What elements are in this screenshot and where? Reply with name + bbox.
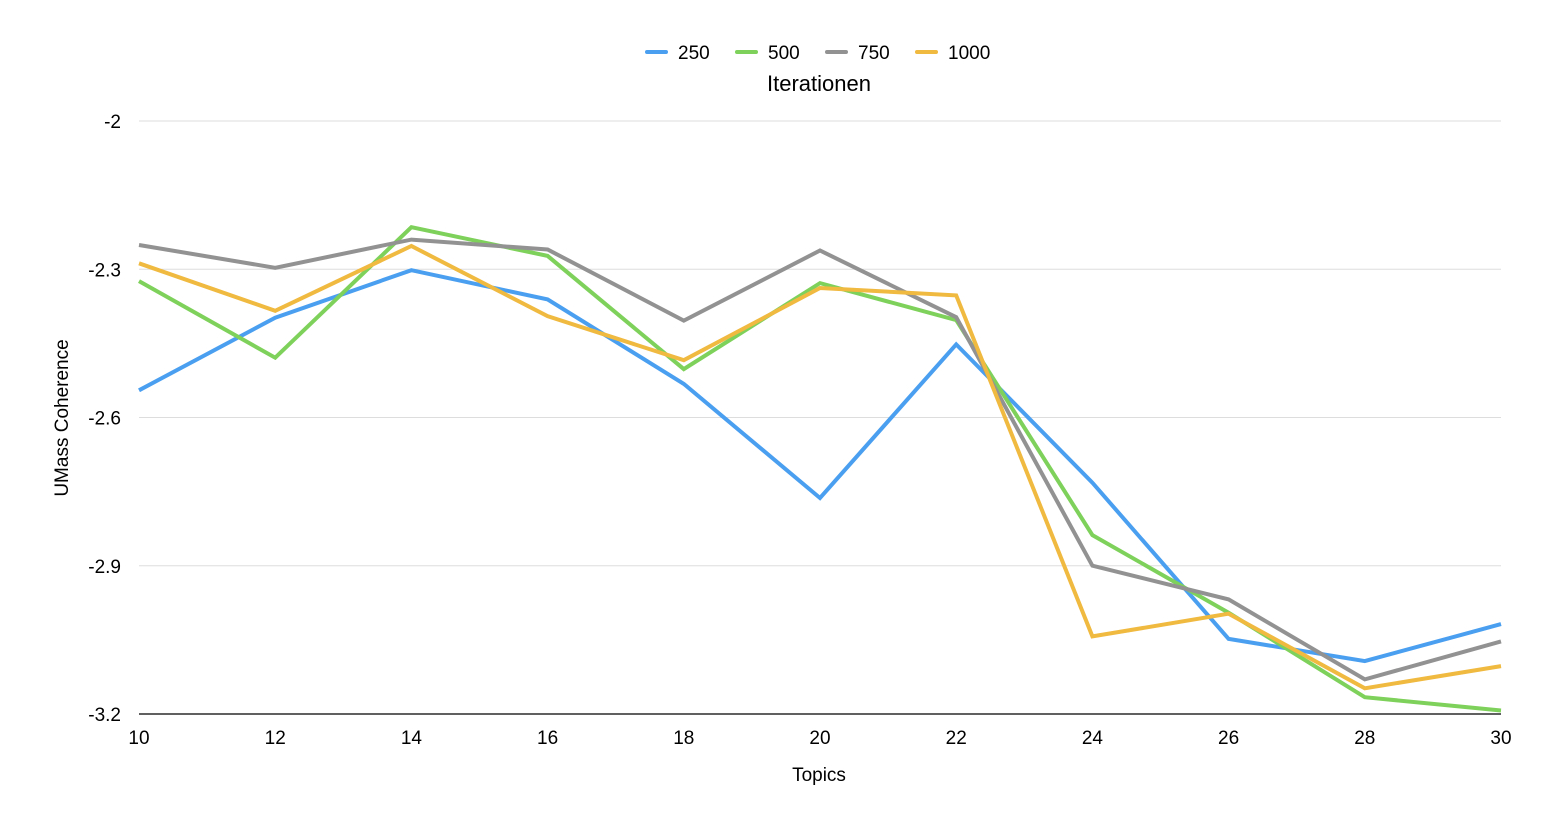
x-tick-label: 10 [128, 728, 149, 749]
y-tick-label: -2.9 [88, 557, 121, 578]
series-line-250 [138, 268, 1502, 664]
x-tick-label: 24 [1082, 728, 1104, 749]
x-axis-title: Topics [792, 765, 846, 786]
y-tick-label: -2.3 [88, 260, 121, 281]
legend-label-750: 750 [858, 43, 890, 64]
legend-title: Iterationen [767, 71, 871, 96]
x-tick-label: 14 [401, 728, 423, 749]
x-tick-label: 18 [673, 728, 694, 749]
legend-label-500: 500 [768, 43, 800, 64]
x-tick-label: 16 [537, 728, 558, 749]
x-tick-label: 12 [265, 728, 286, 749]
y-tick-label: -2 [104, 112, 121, 133]
x-tick-label: 28 [1354, 728, 1375, 749]
series-line-750 [138, 237, 1502, 682]
x-tick-label: 26 [1218, 728, 1239, 749]
x-tick-label: 20 [809, 728, 830, 749]
series-line-1000 [138, 243, 1502, 691]
series-line-500 [138, 225, 1502, 713]
legend-label-250: 250 [678, 43, 710, 64]
y-tick-label: -2.6 [88, 409, 121, 430]
legend-label-1000: 1000 [948, 43, 990, 64]
axes: -2 -2.3 -2.6 -2.9 -3.2 10 12 14 16 18 20 22 24 26 28 30 [88, 112, 1511, 749]
y-axis-title: UMass Coherence [52, 339, 73, 496]
x-tick-label: 30 [1490, 728, 1511, 749]
y-tick-label: -3.2 [88, 705, 121, 726]
legend: 250 500 750 1000 [645, 43, 990, 64]
x-tick-label: 22 [946, 728, 967, 749]
series-lines [138, 225, 1502, 713]
